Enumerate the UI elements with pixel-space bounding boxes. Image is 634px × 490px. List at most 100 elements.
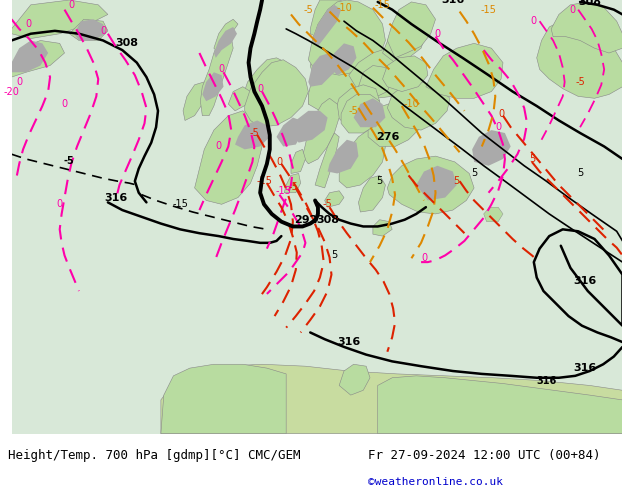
Text: -5: -5 xyxy=(288,182,298,192)
Text: 316: 316 xyxy=(337,337,360,347)
Polygon shape xyxy=(537,21,623,98)
Polygon shape xyxy=(315,34,354,70)
Text: -15: -15 xyxy=(481,4,496,15)
Polygon shape xyxy=(276,118,302,147)
Text: 0: 0 xyxy=(421,253,427,263)
Polygon shape xyxy=(334,85,380,123)
Text: -15: -15 xyxy=(375,0,391,10)
Polygon shape xyxy=(302,98,339,164)
Polygon shape xyxy=(330,44,356,75)
Polygon shape xyxy=(310,0,358,41)
Text: 5: 5 xyxy=(471,169,477,178)
Text: 0: 0 xyxy=(257,84,263,94)
Polygon shape xyxy=(74,19,106,41)
Polygon shape xyxy=(214,27,237,58)
Polygon shape xyxy=(339,364,370,395)
Text: 316: 316 xyxy=(536,376,557,386)
Polygon shape xyxy=(382,56,428,92)
Text: 0: 0 xyxy=(569,4,576,15)
Polygon shape xyxy=(368,101,421,147)
Text: 5: 5 xyxy=(377,176,383,186)
Text: 308: 308 xyxy=(316,215,339,225)
Polygon shape xyxy=(243,58,289,106)
Text: 0: 0 xyxy=(26,19,32,29)
Polygon shape xyxy=(214,19,238,53)
Polygon shape xyxy=(484,207,503,221)
Text: 292: 292 xyxy=(294,215,317,225)
Text: 0: 0 xyxy=(216,142,222,151)
Text: 308: 308 xyxy=(578,0,601,7)
Polygon shape xyxy=(382,17,426,63)
Text: 0: 0 xyxy=(495,122,501,132)
Polygon shape xyxy=(202,72,224,101)
Polygon shape xyxy=(358,66,392,98)
Text: 5: 5 xyxy=(529,154,535,164)
Polygon shape xyxy=(183,82,209,121)
Text: -5: -5 xyxy=(349,106,358,116)
Text: -10: -10 xyxy=(336,3,352,13)
Text: 316: 316 xyxy=(573,276,597,286)
Polygon shape xyxy=(341,95,382,133)
Polygon shape xyxy=(387,156,474,214)
Text: 5: 5 xyxy=(453,176,460,186)
Polygon shape xyxy=(284,173,301,193)
Text: 0: 0 xyxy=(68,0,74,10)
Polygon shape xyxy=(235,121,270,149)
Text: -15: -15 xyxy=(275,186,291,196)
Polygon shape xyxy=(354,98,385,127)
Polygon shape xyxy=(200,34,233,116)
Polygon shape xyxy=(69,19,108,41)
Text: 5: 5 xyxy=(577,169,583,178)
Text: 316: 316 xyxy=(441,0,465,5)
Polygon shape xyxy=(378,376,623,434)
Polygon shape xyxy=(320,63,351,97)
Text: 0: 0 xyxy=(498,109,504,119)
Polygon shape xyxy=(325,191,344,207)
Text: 0: 0 xyxy=(16,77,22,87)
Text: 316: 316 xyxy=(104,193,127,202)
Polygon shape xyxy=(312,5,341,46)
Text: -5: -5 xyxy=(304,4,313,15)
Polygon shape xyxy=(339,130,385,188)
Polygon shape xyxy=(417,166,456,200)
Polygon shape xyxy=(358,175,385,212)
Polygon shape xyxy=(315,133,339,188)
Text: 0: 0 xyxy=(61,99,68,109)
Polygon shape xyxy=(291,111,328,143)
Polygon shape xyxy=(11,41,65,77)
Polygon shape xyxy=(308,53,337,87)
Text: -5: -5 xyxy=(575,77,585,87)
Polygon shape xyxy=(373,220,392,236)
Polygon shape xyxy=(228,87,250,111)
Text: 316: 316 xyxy=(573,363,597,373)
Text: Height/Temp. 700 hPa [gdmp][°C] CMC/GEM: Height/Temp. 700 hPa [gdmp][°C] CMC/GEM xyxy=(8,448,300,462)
Polygon shape xyxy=(426,44,503,98)
Polygon shape xyxy=(11,0,108,39)
Text: 5: 5 xyxy=(331,250,337,260)
Polygon shape xyxy=(245,60,308,127)
Polygon shape xyxy=(472,130,511,166)
Text: -20: -20 xyxy=(4,87,20,97)
Polygon shape xyxy=(328,140,358,173)
Polygon shape xyxy=(308,48,382,114)
Polygon shape xyxy=(387,82,450,130)
Text: ©weatheronline.co.uk: ©weatheronline.co.uk xyxy=(368,477,503,487)
Polygon shape xyxy=(161,364,623,434)
Text: -5: -5 xyxy=(250,128,259,138)
Polygon shape xyxy=(551,2,623,53)
Polygon shape xyxy=(310,50,325,72)
Text: -5: -5 xyxy=(64,156,75,166)
Text: 0: 0 xyxy=(219,64,224,74)
Text: 276: 276 xyxy=(376,132,399,142)
Text: 0: 0 xyxy=(100,26,106,36)
Text: 0: 0 xyxy=(276,157,283,167)
Text: 0: 0 xyxy=(434,29,441,39)
Text: -10: -10 xyxy=(404,99,419,109)
Text: 308: 308 xyxy=(115,38,139,49)
Polygon shape xyxy=(11,41,48,72)
Polygon shape xyxy=(349,48,415,98)
Polygon shape xyxy=(308,0,385,75)
Text: Fr 27-09-2024 12:00 UTC (00+84): Fr 27-09-2024 12:00 UTC (00+84) xyxy=(368,448,600,462)
Polygon shape xyxy=(308,75,337,104)
Polygon shape xyxy=(161,364,286,434)
